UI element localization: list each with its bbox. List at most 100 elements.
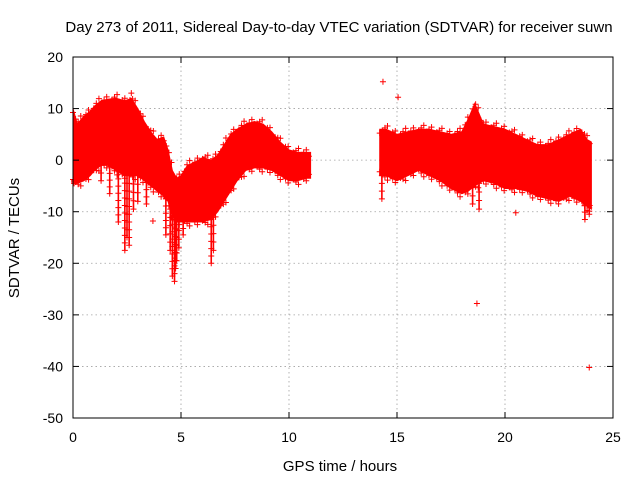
band-edge-marker (467, 114, 474, 121)
band-edge-marker (394, 173, 401, 180)
band-edge-marker (392, 179, 399, 186)
spike-marker (208, 252, 215, 259)
band-edge-marker (508, 128, 515, 135)
band-edge-marker (413, 164, 420, 171)
band-edge-marker (176, 171, 183, 178)
band-edge-marker (576, 130, 583, 137)
spike-marker (180, 225, 187, 232)
band-edge-marker (194, 221, 201, 228)
band-edge-marker (269, 133, 276, 140)
band-edge-marker (472, 101, 479, 108)
band-edge-marker (305, 171, 312, 178)
band-edge-marker (254, 163, 261, 170)
band-edge-marker (397, 131, 404, 138)
band-edge-marker (277, 176, 284, 183)
data-band (379, 102, 592, 211)
band-edge-marker (449, 134, 456, 141)
y-axis-title: SDTVAR / TECUs (6, 178, 23, 298)
band-edge-marker (72, 116, 79, 123)
band-edge-marker (493, 185, 500, 192)
band-edge-marker (282, 175, 289, 182)
band-edge-marker (129, 173, 136, 180)
spike-marker (115, 168, 122, 175)
band-edge-marker (475, 104, 482, 111)
chart-title: Day 273 of 2011, Sidereal Day-to-day VTE… (65, 19, 612, 36)
spike-marker (162, 224, 169, 231)
band-edge-marker (272, 168, 279, 175)
spike-marker (121, 247, 128, 254)
band-edge-marker (438, 182, 445, 189)
band-edge-marker (158, 193, 165, 200)
band-edge-marker (542, 193, 549, 200)
band-edge-marker (573, 199, 580, 206)
band-edge-marker (106, 99, 113, 106)
y-tick-label: -40 (43, 358, 63, 374)
spike-marker (106, 183, 113, 190)
spike-marker (476, 188, 483, 195)
band-edge-marker (423, 168, 430, 175)
spike-marker (126, 234, 133, 241)
band-edge-marker (521, 183, 528, 190)
axis-ticks (72, 56, 614, 419)
band-edge-marker (127, 171, 134, 178)
band-edge-marker (524, 138, 531, 145)
band-edge-marker (269, 164, 276, 171)
band-edge-marker (485, 175, 492, 182)
band-edge-marker (77, 182, 84, 189)
spike-marker (134, 181, 141, 188)
band-edge-marker (152, 184, 159, 191)
band-edge-marker (521, 139, 528, 146)
spike-marker (126, 219, 133, 226)
band-edge-marker (285, 179, 292, 186)
spike-marker (121, 239, 128, 246)
spike-marker (98, 177, 105, 184)
band-edge-marker (155, 189, 162, 196)
spike-marker (162, 203, 169, 210)
band-edge-marker (407, 171, 414, 178)
y-tick-label: -10 (43, 204, 63, 220)
spike-marker (208, 260, 215, 267)
band-edge-marker (264, 166, 271, 173)
spike-marker (106, 177, 113, 184)
band-edge-marker (547, 200, 554, 207)
spike-marker (98, 170, 105, 177)
spike-marker (378, 188, 385, 195)
spike-marker (134, 198, 141, 205)
spike-marker (106, 190, 113, 197)
spike-marker (106, 170, 113, 177)
band-edge-marker (191, 159, 198, 166)
band-edge-marker (488, 178, 495, 185)
band-edge-marker (402, 177, 409, 184)
data-points (70, 78, 593, 371)
band-edge-marker (147, 127, 154, 134)
band-edge-marker (178, 215, 185, 222)
band-edge-marker (576, 193, 583, 200)
band-edge-marker (552, 137, 559, 144)
band-edge-marker (405, 169, 412, 176)
band-edge-marker (425, 172, 432, 179)
band-edge-marker (565, 127, 572, 134)
band-edge-marker (410, 124, 417, 131)
band-edge-marker (186, 222, 193, 229)
spike-marker (210, 230, 217, 237)
band-edge-marker (303, 146, 310, 153)
band-edge-marker (431, 171, 438, 178)
band-edge-marker (82, 176, 89, 183)
spike-marker (143, 193, 150, 200)
band-edge-marker (532, 189, 539, 196)
band-edge-marker (189, 216, 196, 223)
band-edge-marker (80, 175, 87, 182)
spike-marker (134, 172, 141, 179)
band-edge-marker (75, 118, 82, 125)
band-edge-marker (303, 177, 310, 184)
band-edge-marker (300, 149, 307, 156)
band-edge-marker (233, 130, 240, 137)
band-edge-marker (204, 152, 211, 159)
band-edge-marker (108, 97, 115, 104)
y-tick-label: -50 (43, 410, 63, 426)
band-edge-marker (428, 124, 435, 131)
band-edge-marker (503, 181, 510, 188)
band-edge-marker (181, 217, 188, 224)
band-edge-marker (259, 168, 266, 175)
band-edge-marker (560, 135, 567, 142)
